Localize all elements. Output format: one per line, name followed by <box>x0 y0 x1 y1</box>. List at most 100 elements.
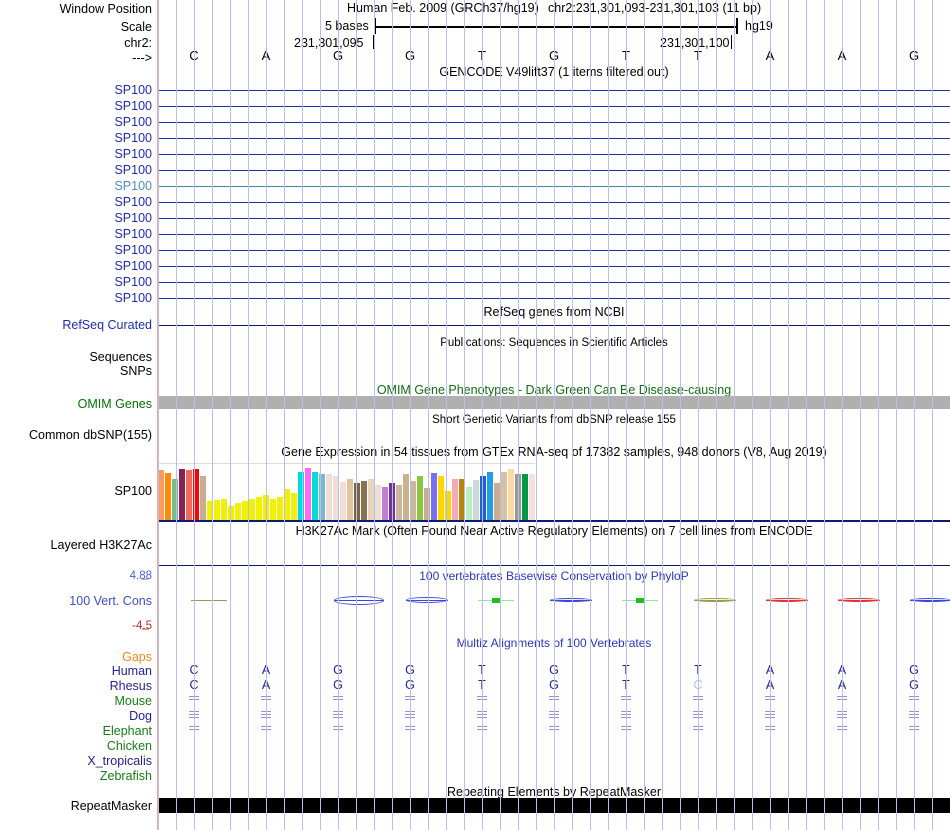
gencode-transcript-row[interactable] <box>158 181 950 191</box>
gencode-transcript-row[interactable] <box>158 245 950 255</box>
gtex-tissue-bar[interactable] <box>340 481 346 520</box>
gtex-tissue-bar[interactable] <box>221 499 227 520</box>
refseq-gene-line[interactable] <box>158 325 950 327</box>
gtex-tissue-bar[interactable] <box>438 476 444 520</box>
gtex-tissue-bar[interactable] <box>207 501 213 520</box>
gtex-gene-label[interactable]: SP100 <box>114 484 152 498</box>
gtex-tissue-bar[interactable] <box>312 472 318 520</box>
gencode-gene-label[interactable]: SP100 <box>114 243 152 257</box>
conservation-mark[interactable] <box>694 598 736 602</box>
multiz-title[interactable]: Multiz Alignments of 100 Vertebrates <box>456 636 652 650</box>
gaps-label[interactable]: Gaps <box>122 650 152 664</box>
multiz-alignment-row[interactable] <box>158 738 950 753</box>
gtex-tissue-bar[interactable] <box>431 473 437 520</box>
gencode-gene-label[interactable]: SP100 <box>114 259 152 273</box>
gencode-transcript-row[interactable] <box>158 261 950 271</box>
repeatmasker-label[interactable]: RepeatMasker <box>70 799 152 813</box>
multiz-alignment-row[interactable] <box>158 708 950 723</box>
gencode-transcript-row[interactable] <box>158 85 950 95</box>
gencode-gene-label[interactable]: SP100 <box>114 83 152 97</box>
gtex-tissue-bar[interactable] <box>473 479 479 520</box>
multiz-species-label[interactable]: Elephant <box>102 724 152 738</box>
gtex-tissue-bar[interactable] <box>172 478 178 520</box>
publications-sequences-label[interactable]: Sequences <box>89 350 152 364</box>
conservation-mark[interactable] <box>838 598 880 602</box>
gencode-transcript-row[interactable] <box>158 117 950 127</box>
multiz-species-label[interactable]: Human <box>111 664 152 678</box>
gencode-gene-label[interactable]: SP100 <box>114 179 152 193</box>
refseq-title[interactable]: RefSeq genes from NCBI <box>483 305 625 319</box>
conservation-mark[interactable] <box>334 595 384 605</box>
gtex-tissue-bar[interactable] <box>403 474 409 520</box>
position-readout[interactable]: chr2:231,301,093-231,301,103 (11 bp) <box>548 1 762 15</box>
multiz-alignment-row[interactable] <box>158 723 950 738</box>
gtex-tissue-bar[interactable] <box>326 474 332 520</box>
gtex-tissue-bar[interactable] <box>165 473 171 520</box>
gtex-tissue-bar[interactable] <box>410 480 416 520</box>
repeatmasker-title[interactable]: Repeating Elements by RepeatMasker <box>446 785 661 799</box>
gtex-tissue-bar[interactable] <box>270 499 276 520</box>
gencode-transcript-row[interactable] <box>158 165 950 175</box>
conservation-mark[interactable] <box>622 597 658 603</box>
omim-gene-band[interactable] <box>158 396 950 409</box>
gtex-tissue-bar[interactable] <box>452 478 458 520</box>
conservation-mark[interactable] <box>191 599 227 601</box>
dbsnp-title[interactable]: Short Genetic Variants from dbSNP releas… <box>432 414 676 426</box>
gencode-transcript-row[interactable] <box>158 229 950 239</box>
gtex-tissue-bar[interactable] <box>242 501 248 520</box>
gtex-title[interactable]: Gene Expression in 54 tissues from GTEx … <box>281 445 827 459</box>
gencode-transcript-row[interactable] <box>158 277 950 287</box>
gtex-tissue-bar[interactable] <box>284 488 290 520</box>
gtex-tissue-bar[interactable] <box>305 468 311 520</box>
gencode-gene-label[interactable]: SP100 <box>114 99 152 113</box>
gtex-tissue-bar[interactable] <box>389 482 395 520</box>
gencode-gene-label[interactable]: SP100 <box>114 147 152 161</box>
gencode-transcript-row[interactable] <box>158 213 950 223</box>
multiz-alignment-row[interactable] <box>158 693 950 708</box>
gtex-tissue-bar[interactable] <box>445 490 451 520</box>
multiz-species-label[interactable]: Zebrafish <box>99 769 152 783</box>
multiz-alignment-row[interactable] <box>158 753 950 768</box>
gencode-gene-label[interactable]: SP100 <box>114 291 152 305</box>
gencode-gene-label[interactable]: SP100 <box>114 163 152 177</box>
gtex-tissue-bar[interactable] <box>487 472 493 520</box>
gtex-tissue-bar[interactable] <box>396 484 402 520</box>
gencode-gene-label[interactable]: SP100 <box>114 227 152 241</box>
gencode-gene-label[interactable]: SP100 <box>114 115 152 129</box>
gtex-tissue-bar[interactable] <box>354 482 360 520</box>
gencode-transcript-row[interactable] <box>158 133 950 143</box>
gencode-title[interactable]: GENCODE V49lift37 (1 items filtered out) <box>439 65 669 79</box>
multiz-species-label[interactable]: Chicken <box>106 739 152 753</box>
gtex-tissue-bar[interactable] <box>347 478 353 520</box>
gtex-tissue-bar[interactable] <box>480 476 486 520</box>
gtex-tissue-bar[interactable] <box>424 487 430 520</box>
gtex-tissue-bar[interactable] <box>179 469 185 520</box>
gtex-tissue-bar[interactable] <box>319 474 325 520</box>
gtex-tissue-bar[interactable] <box>200 476 206 520</box>
gtex-tissue-bar[interactable] <box>417 476 423 520</box>
gtex-tissue-bar[interactable] <box>529 474 535 520</box>
gtex-tissue-bar[interactable] <box>375 484 381 520</box>
conservation-mark[interactable] <box>550 598 592 602</box>
omim-label[interactable]: OMIM Genes <box>77 397 152 411</box>
gencode-gene-label[interactable]: SP100 <box>114 211 152 225</box>
conservation-mark[interactable] <box>766 598 808 602</box>
gencode-gene-label[interactable]: SP100 <box>114 131 152 145</box>
publications-snps-label[interactable]: SNPs <box>120 364 152 378</box>
h3k27ac-label[interactable]: Layered H3K27Ac <box>50 538 152 552</box>
conservation-label[interactable]: 100 Vert. Cons <box>69 594 152 608</box>
multiz-species-label[interactable]: Mouse <box>114 694 152 708</box>
gtex-tissue-bar[interactable] <box>291 493 297 520</box>
gencode-transcript-row[interactable] <box>158 197 950 207</box>
gtex-tissue-bar[interactable] <box>193 469 199 520</box>
gtex-expression-chart[interactable] <box>158 463 950 522</box>
gtex-tissue-bar[interactable] <box>522 474 528 520</box>
gtex-tissue-bar[interactable] <box>298 472 304 520</box>
gtex-tissue-bar[interactable] <box>249 499 255 520</box>
gtex-tissue-bar[interactable] <box>186 470 192 520</box>
conservation-mark[interactable] <box>406 597 448 603</box>
gtex-tissue-bar[interactable] <box>333 476 339 520</box>
conservation-title[interactable]: 100 vertebrates Basewise Conservation by… <box>419 569 689 583</box>
